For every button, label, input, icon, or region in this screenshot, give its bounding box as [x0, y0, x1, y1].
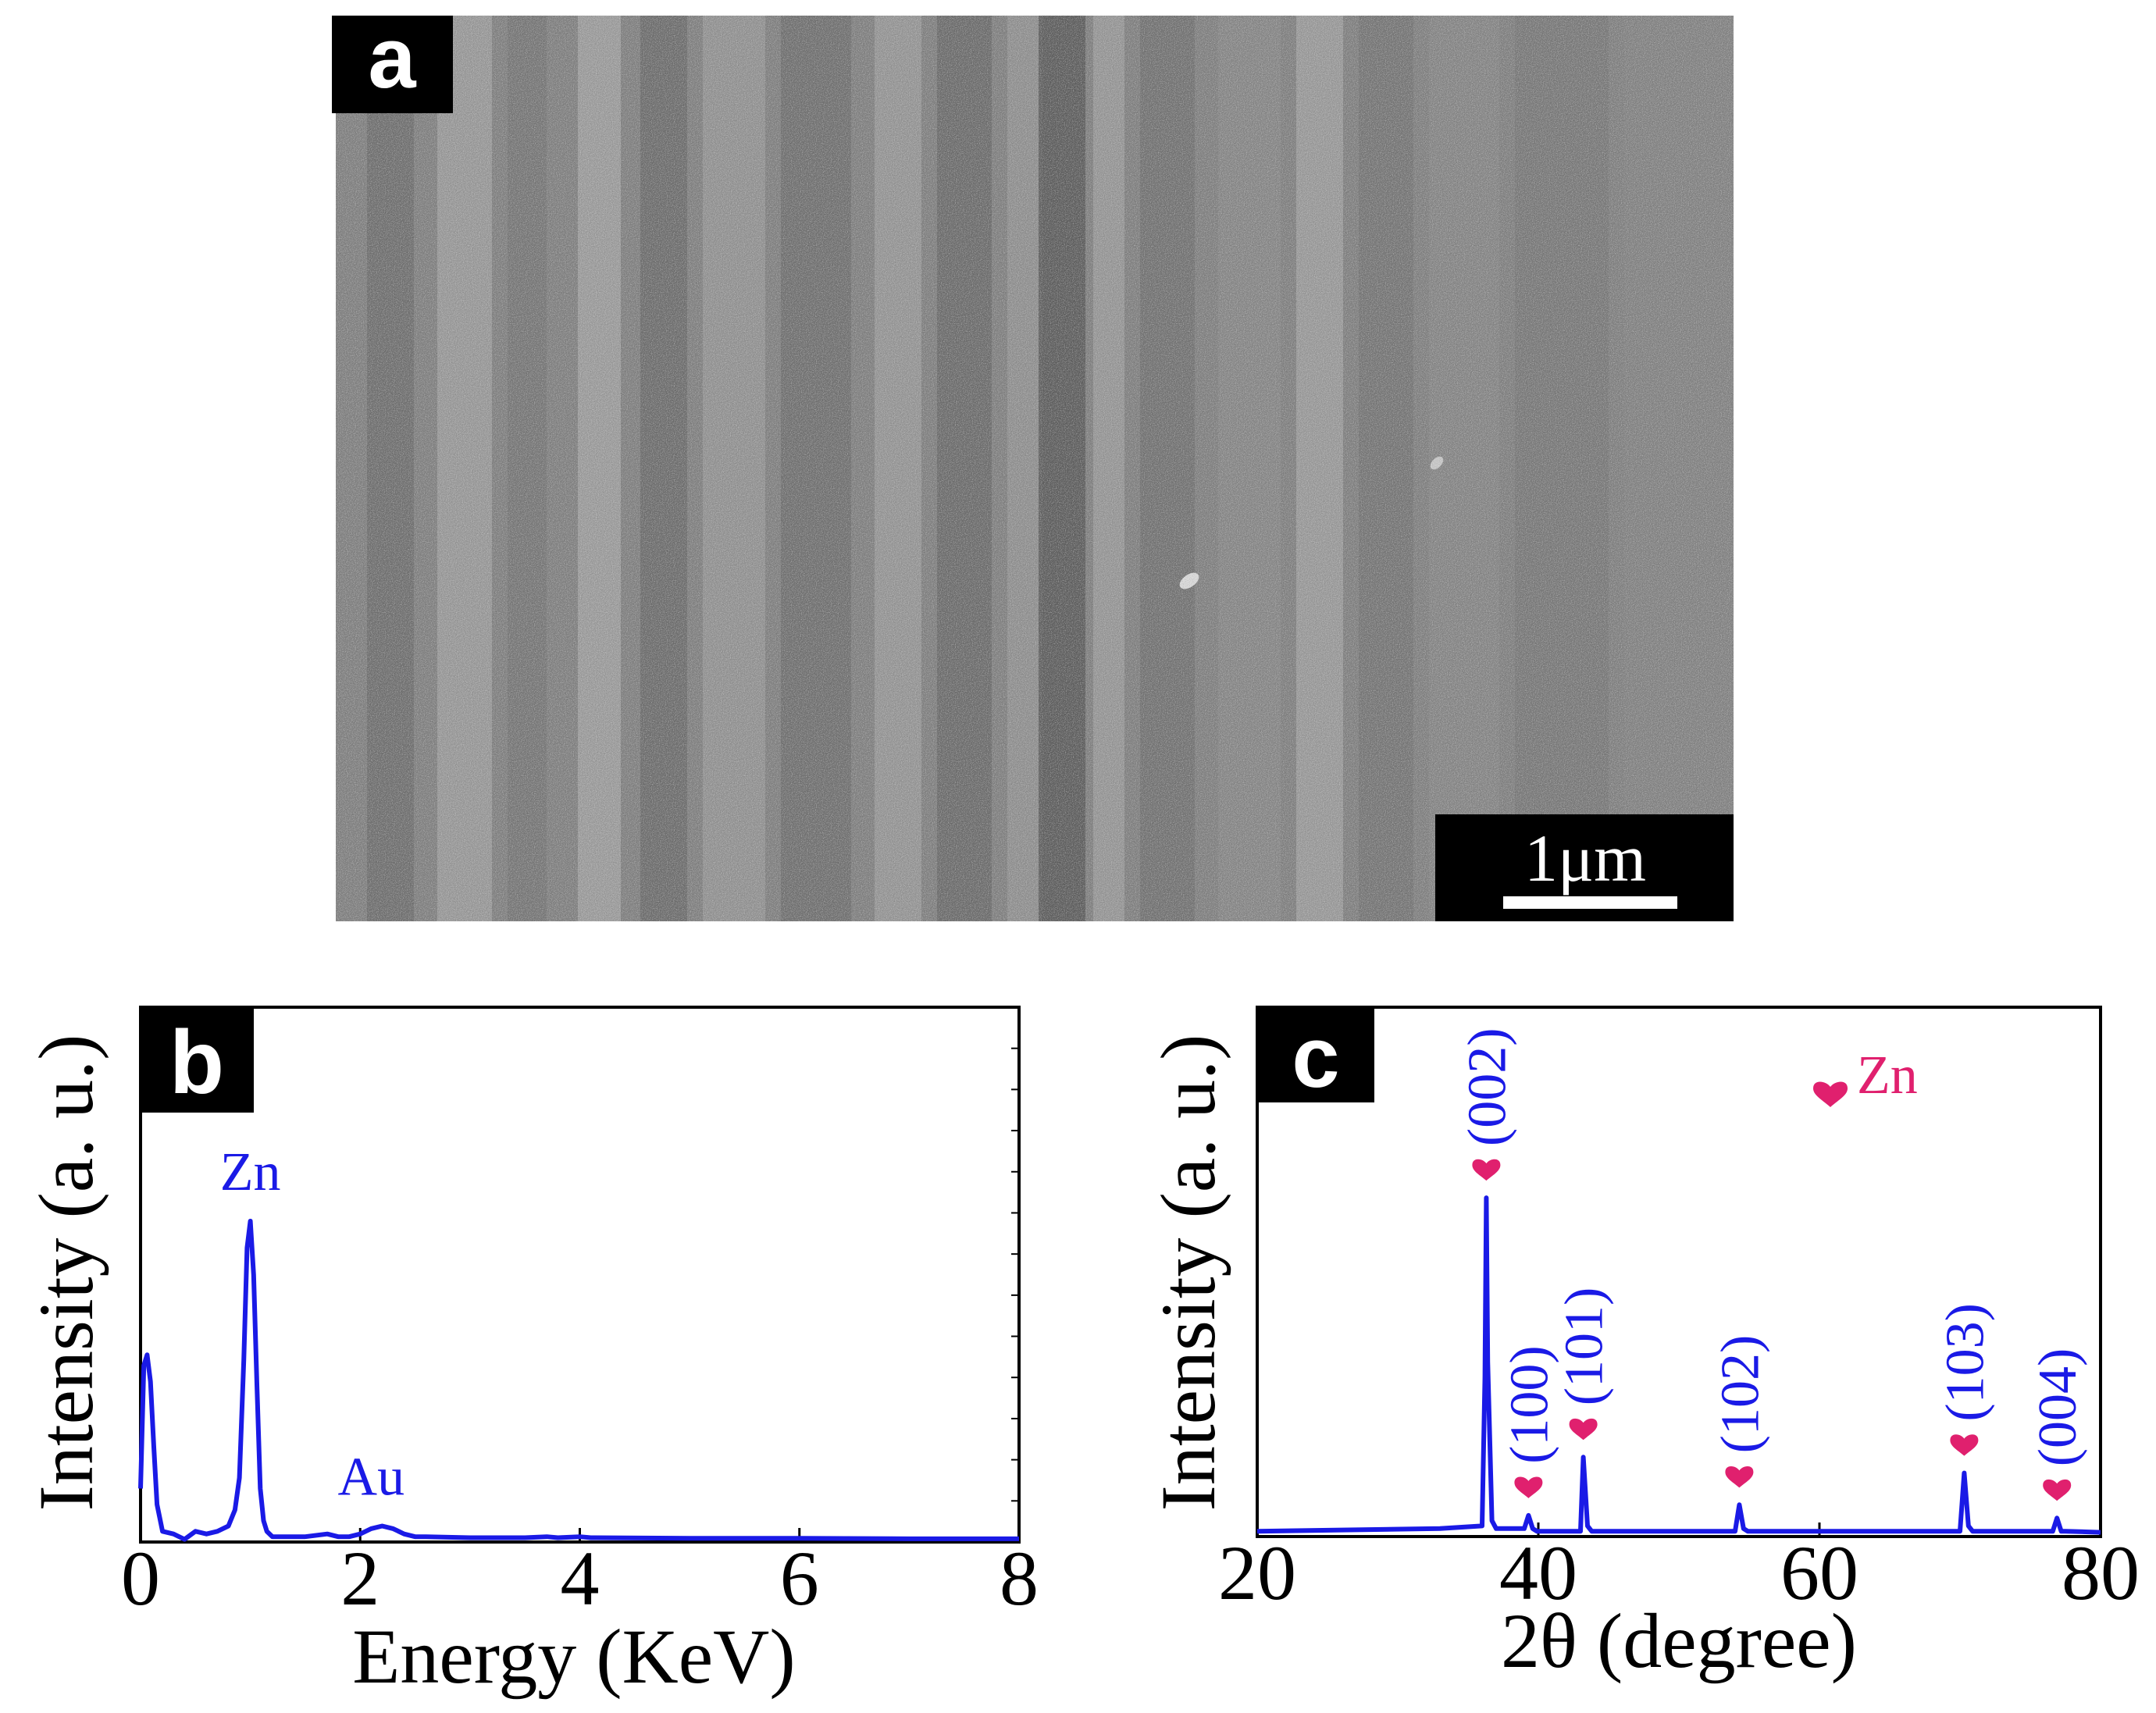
sem-stripe [875, 16, 921, 921]
xrd-line-c [1256, 1195, 2101, 1535]
x-tick-label: 80 [2062, 1530, 2140, 1616]
xlabel-b: Energy (KeV) [352, 1613, 795, 1700]
peak-index-label: (004) [2028, 1348, 2088, 1467]
sem-stripe [367, 16, 414, 921]
scale-bar-line [1503, 896, 1677, 909]
sem-bright-speck [1430, 456, 1444, 470]
ylabel-b: Intensity (a. u.) [23, 1035, 109, 1512]
scale-bar-label: 1μm [1524, 821, 1646, 896]
peak-index-label: (100) [1499, 1345, 1559, 1464]
panel-b-tag: b [169, 1013, 224, 1113]
legend-c: Zn [1813, 1045, 1918, 1107]
sem-stripe [1429, 16, 1499, 921]
sem-stripe [640, 16, 687, 921]
x-tick-label: 4 [561, 1535, 600, 1622]
panel-c-tag: c [1292, 1010, 1339, 1106]
sem-stripe [508, 16, 547, 921]
tick-marks-b [139, 1047, 1021, 1542]
peak-annotations-c: (002) (100)(101) (102) (103) (004) [1457, 1027, 2088, 1501]
sem-stripe [1140, 16, 1195, 921]
zn-peak-marker [2043, 1479, 2072, 1501]
sem-stripe [1093, 16, 1124, 921]
legend-heart-marker [1813, 1081, 1848, 1107]
x-tick-label: 20 [1218, 1530, 1296, 1616]
spectrum-line-b [138, 1219, 1019, 1542]
peak-label: Zn [220, 1142, 281, 1202]
x-tick-label: 60 [1780, 1530, 1858, 1616]
sem-image [336, 16, 1734, 921]
x-tick-label: 2 [340, 1535, 380, 1622]
panel-c: 20 40 60 80 (002)(100)(101) (102) (103) (004) … [1145, 1006, 2140, 1684]
scale-bar: 1μm [1435, 814, 1734, 921]
panel-a: a 1μm [332, 10, 1734, 921]
peak-index-label: (102) [1710, 1335, 1770, 1454]
sem-stripe [1296, 16, 1343, 921]
zn-peak-marker [1472, 1159, 1501, 1181]
tick-labels-c: 20 40 60 80 [1218, 1530, 2140, 1616]
peak-label: Au [338, 1447, 405, 1507]
sem-stripe [781, 16, 851, 921]
legend-label: Zn [1857, 1045, 1918, 1106]
sem-stripe [1515, 16, 1609, 921]
zn-peak-marker [1725, 1465, 1754, 1488]
axes-frame-b [139, 1006, 1021, 1544]
sem-stripe [937, 16, 992, 921]
sem-stripe [1624, 16, 1734, 921]
panel-a-tag-bg [332, 16, 453, 113]
x-tick-label: 0 [121, 1535, 160, 1622]
panel-a-tag: a [368, 10, 416, 106]
x-tick-label: 8 [1000, 1535, 1039, 1622]
zn-peak-marker [1569, 1418, 1598, 1441]
axes-frame-c [1256, 1006, 2102, 1538]
ylabel-c: Intensity (a. u.) [1145, 1035, 1231, 1512]
sem-stripe [578, 16, 621, 921]
sem-stripe [1039, 16, 1085, 921]
x-tick-label: 40 [1499, 1530, 1577, 1616]
zn-peak-marker [1514, 1476, 1543, 1498]
peak-annotations-b: Zn Au [220, 1142, 404, 1507]
sem-stripe [703, 16, 765, 921]
tick-labels-b: 0 2 4 6 8 [121, 1535, 1039, 1622]
x-tick-label: 6 [780, 1535, 819, 1622]
sem-stripe [437, 16, 492, 921]
panel-b-tag-bg [141, 1007, 254, 1113]
sem-bright-speck [1179, 572, 1199, 589]
sem-stripe [1218, 16, 1281, 921]
peak-index-label: (101) [1555, 1287, 1615, 1406]
sem-stripe [1359, 16, 1413, 921]
panel-c-tag-bg [1257, 1007, 1374, 1102]
peak-index-label: (103) [1935, 1303, 1995, 1422]
panel-b: 0 2 4 6 8 Zn Au b Intensity (a. u.) Energy (K… [23, 1006, 1039, 1700]
peak-index-label: (002) [1457, 1027, 1517, 1146]
zn-peak-marker [1950, 1434, 1979, 1456]
sem-stripe [1007, 16, 1042, 921]
xlabel-c: 2θ (degree) [1501, 1597, 1857, 1684]
